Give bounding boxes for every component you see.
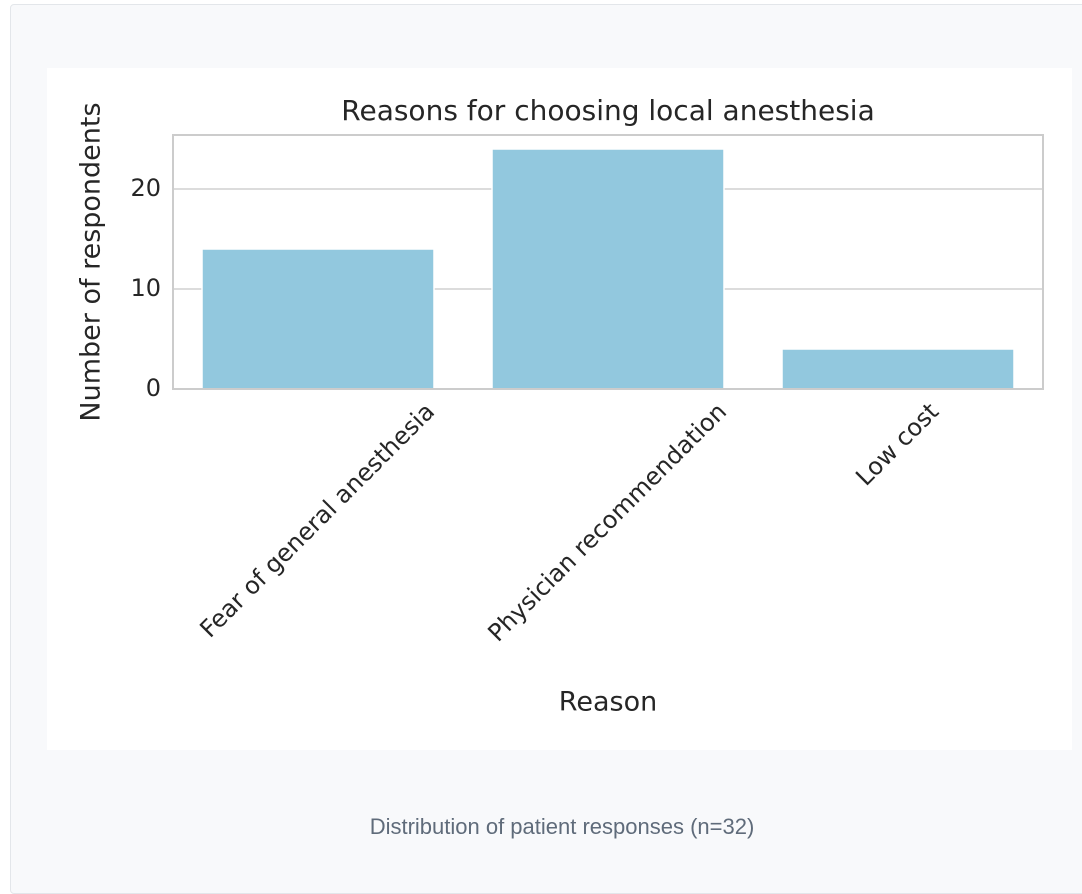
chart-title: Reasons for choosing local anesthesia — [341, 94, 874, 127]
caption: Distribution of patient responses (n=32) — [369, 814, 755, 839]
axes-frame — [172, 134, 1044, 390]
bar — [781, 348, 1015, 390]
y-tick-label: 10 — [130, 274, 161, 302]
y-tick-label: 0 — [146, 374, 161, 402]
bar — [491, 148, 725, 390]
y-axis-label: Number of respondents — [76, 102, 107, 421]
x-axis-label: Reason — [559, 687, 657, 718]
y-tick-label: 20 — [130, 174, 161, 202]
bar — [201, 248, 435, 390]
